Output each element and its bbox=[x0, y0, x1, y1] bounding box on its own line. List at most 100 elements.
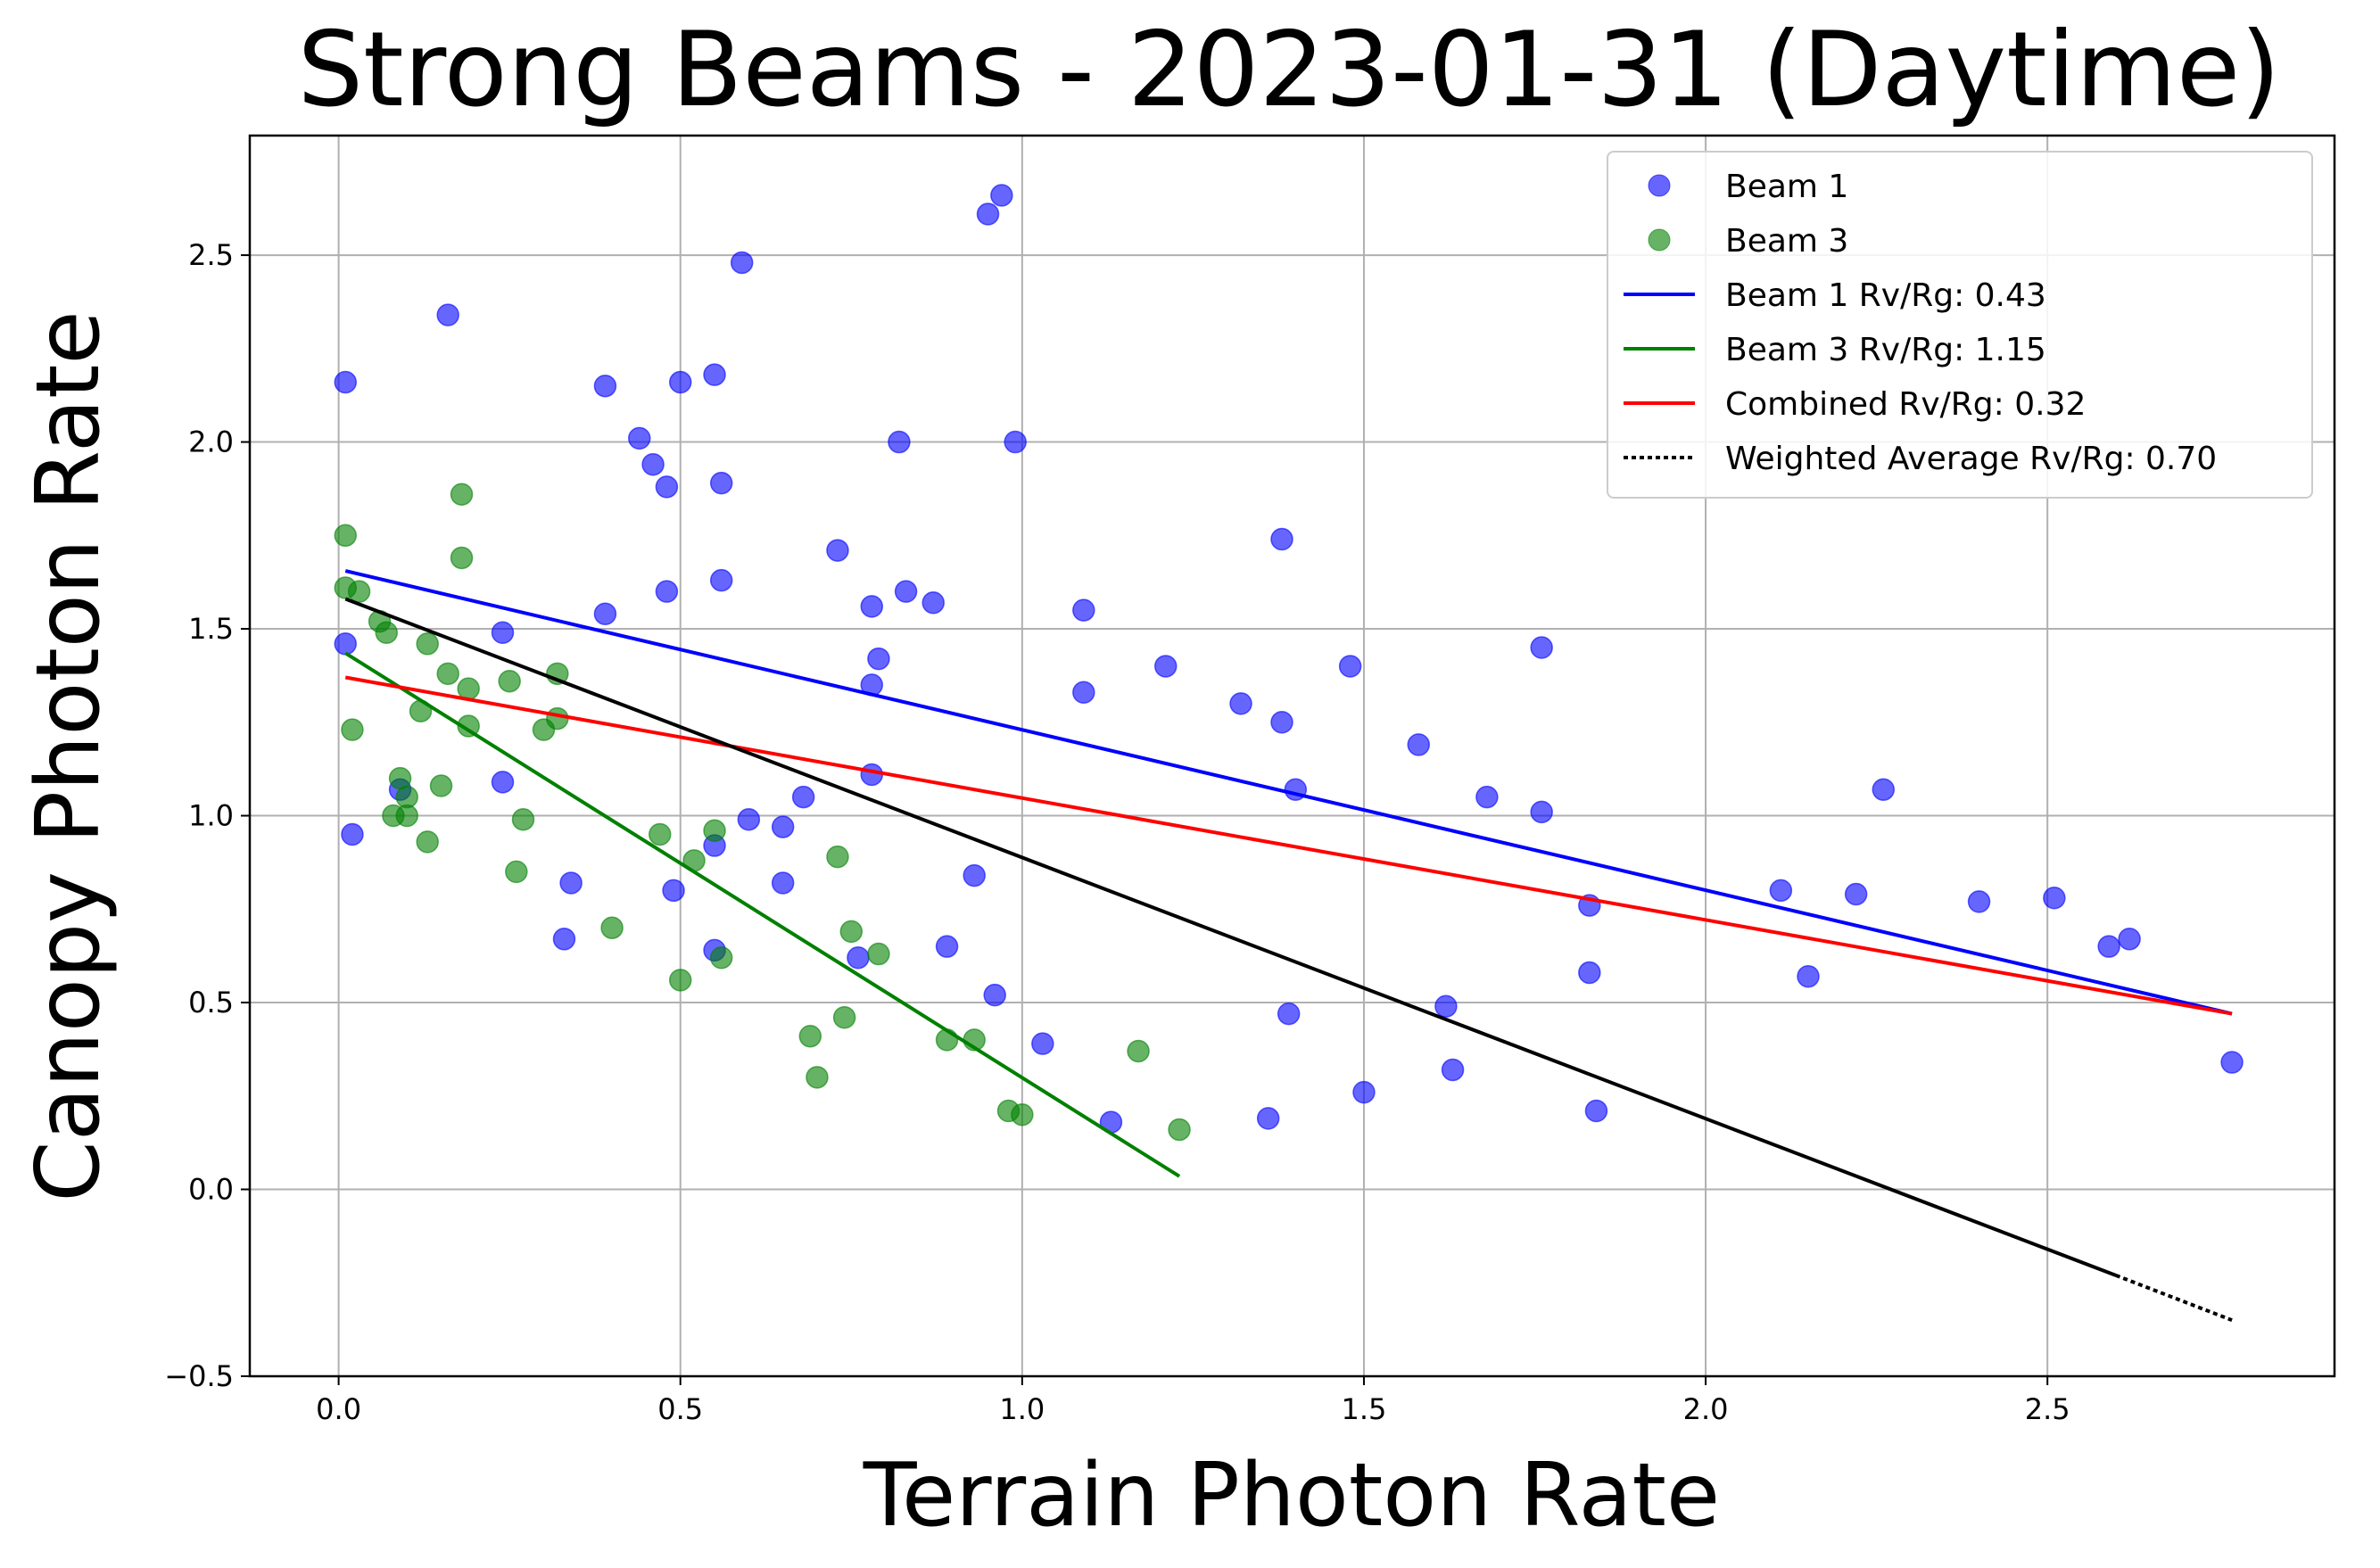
series-0-point bbox=[655, 580, 679, 603]
series-0-point bbox=[491, 621, 515, 644]
series-0-point bbox=[771, 871, 795, 895]
axis-ticks: 0.0 0.5 1.0 1.5 2.0 2.5 −0.5 0.0 0.5 1.0 1.5 2.0 2.5 bbox=[164, 238, 2070, 1426]
series-0-point bbox=[593, 602, 617, 626]
series-0-point bbox=[2043, 886, 2066, 910]
series-0-point bbox=[1256, 1107, 1280, 1130]
series-1-point bbox=[436, 662, 459, 686]
series-0-point bbox=[628, 426, 651, 450]
chart-title: Strong Beams - 2023-01-31 (Daytime) bbox=[298, 10, 2281, 130]
series-1-point bbox=[826, 845, 849, 869]
series-0-point bbox=[668, 370, 692, 394]
series-0-point bbox=[552, 928, 576, 951]
series-0-point bbox=[867, 647, 890, 671]
legend-box bbox=[1607, 151, 2313, 499]
series-1-point bbox=[505, 860, 528, 884]
series-1-point bbox=[703, 819, 726, 843]
series-1-point bbox=[457, 677, 480, 700]
series-0-point bbox=[1407, 733, 1431, 756]
series-0-point bbox=[730, 251, 754, 275]
series-0-point bbox=[990, 184, 1013, 207]
series-0-point bbox=[1352, 1080, 1376, 1104]
series-0-point bbox=[921, 590, 945, 615]
series-0-point bbox=[771, 815, 795, 838]
plot-data bbox=[334, 184, 2244, 1323]
series-0-point bbox=[709, 568, 733, 592]
x-tick-label: 2.0 bbox=[1683, 1392, 1729, 1426]
series-0-point bbox=[436, 303, 459, 326]
series-0-point bbox=[791, 785, 815, 809]
legend-label: Beam 1 bbox=[1725, 169, 1848, 205]
y-tick-label: 2.5 bbox=[188, 238, 234, 272]
legend-label: Weighted Average Rv/Rg: 0.70 bbox=[1725, 441, 2217, 477]
legend: Beam 1 Beam 3 Beam 1 Rv/Rg: 0.43 Beam 3 Rv/… bbox=[1607, 151, 2313, 499]
series-0-point bbox=[1441, 1058, 1465, 1082]
series-5-line bbox=[344, 597, 2117, 1277]
series-0-point bbox=[1967, 890, 1991, 913]
legend-label: Beam 3 bbox=[1725, 223, 1848, 260]
series-1-point bbox=[511, 807, 535, 831]
series-5-line bbox=[2115, 1274, 2233, 1323]
series-0-point bbox=[737, 807, 761, 831]
series-0-point bbox=[983, 983, 1006, 1007]
y-axis-label: Canopy Photon Rate bbox=[18, 310, 120, 1201]
y-tick-label: 0.5 bbox=[188, 986, 234, 1019]
series-0-point bbox=[1530, 800, 1553, 824]
series-0-point bbox=[2097, 935, 2120, 958]
series-0-point bbox=[1872, 778, 1896, 801]
series-0-point bbox=[559, 871, 583, 895]
legend-marker bbox=[1648, 228, 1671, 252]
x-tick-label: 0.5 bbox=[657, 1392, 703, 1426]
series-0-point bbox=[1338, 655, 1362, 678]
x-tick-label: 0.0 bbox=[316, 1392, 361, 1426]
series-1-point bbox=[806, 1066, 829, 1089]
series-1-point bbox=[668, 969, 692, 992]
series-0-point bbox=[935, 935, 959, 958]
series-1-point bbox=[648, 822, 672, 846]
y-tick-label: 2.0 bbox=[188, 425, 234, 459]
series-0-point bbox=[334, 632, 358, 656]
series-1-point bbox=[1011, 1102, 1034, 1126]
legend-marker bbox=[1648, 174, 1671, 197]
series-0-point bbox=[593, 374, 617, 398]
series-0-point bbox=[334, 370, 358, 394]
series-1-point bbox=[395, 785, 418, 809]
legend-label: Combined Rv/Rg: 0.32 bbox=[1725, 386, 2086, 423]
series-0-point bbox=[703, 363, 726, 386]
series-1-point bbox=[1168, 1118, 1191, 1142]
series-0-point bbox=[641, 452, 665, 476]
series-0-point bbox=[662, 879, 685, 903]
series-2-line bbox=[344, 569, 2233, 1016]
series-0-point bbox=[860, 763, 884, 787]
series-0-point bbox=[2118, 928, 2141, 951]
series-0-point bbox=[1031, 1032, 1054, 1055]
series-0-point bbox=[1270, 711, 1293, 734]
series-1-point bbox=[867, 942, 890, 966]
series-0-point bbox=[1475, 785, 1499, 809]
series-1-point bbox=[498, 669, 521, 693]
series-0-point bbox=[1072, 598, 1095, 622]
series-0-point bbox=[1153, 655, 1178, 678]
series-1-point bbox=[347, 580, 371, 603]
series-0-point bbox=[1229, 692, 1252, 715]
series-4-line bbox=[344, 675, 2233, 1016]
series-1-point bbox=[450, 546, 474, 570]
series-1-point bbox=[457, 714, 480, 738]
series-1-point bbox=[839, 920, 864, 944]
series-0-point bbox=[341, 822, 364, 846]
series-0-point bbox=[655, 475, 679, 499]
series-0-point bbox=[847, 945, 870, 970]
series-0-point bbox=[963, 863, 986, 887]
series-0-point bbox=[1769, 879, 1793, 903]
x-tick-label: 2.5 bbox=[2025, 1392, 2070, 1426]
series-0-point bbox=[1797, 964, 1820, 988]
series-1-point bbox=[450, 483, 474, 506]
series-1-point bbox=[416, 632, 439, 656]
series-1-point bbox=[416, 830, 439, 854]
series-0-point bbox=[1004, 430, 1027, 454]
series-1-point bbox=[429, 774, 453, 797]
series-1-point bbox=[798, 1024, 822, 1048]
series-1-point bbox=[375, 621, 398, 644]
series-0-point bbox=[888, 430, 911, 454]
